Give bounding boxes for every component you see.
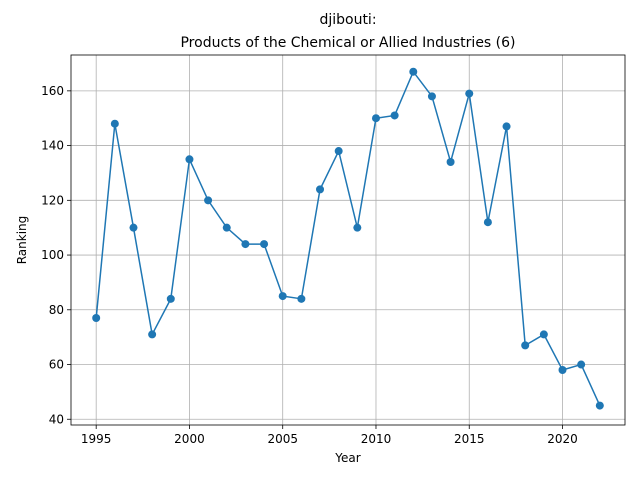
y-tick-label: 80: [49, 303, 64, 317]
data-point: [148, 330, 157, 339]
x-tick-label: 2005: [267, 432, 298, 446]
data-point: [185, 155, 194, 164]
y-tick-label: 40: [49, 412, 64, 426]
data-point: [502, 122, 511, 131]
data-point: [353, 223, 362, 232]
data-point: [539, 330, 548, 339]
data-point: [483, 218, 492, 227]
data-point: [92, 313, 101, 322]
plot-frame: [70, 54, 626, 426]
data-point: [204, 196, 213, 205]
y-tick-label: 120: [41, 193, 64, 207]
chart-title: djibouti:: [319, 12, 376, 28]
y-tick-label: 160: [41, 84, 64, 98]
data-point: [297, 294, 306, 303]
data-point: [316, 185, 325, 194]
data-point: [222, 223, 231, 232]
x-tick-label: 2020: [547, 432, 578, 446]
chart-subtitle: Products of the Chemical or Allied Indus…: [180, 35, 515, 51]
x-axis-label: Year: [334, 451, 360, 465]
y-axis-label: Ranking: [15, 216, 29, 265]
y-tick-label: 140: [41, 139, 64, 153]
data-point: [129, 223, 138, 232]
data-point: [446, 158, 455, 167]
data-point: [558, 365, 567, 374]
y-tick-label: 60: [49, 358, 64, 372]
data-point: [260, 240, 269, 249]
data-point: [521, 341, 530, 350]
y-tick-label: 100: [41, 248, 64, 262]
x-tick-label: 1995: [81, 432, 112, 446]
data-point: [465, 89, 474, 98]
data-point: [166, 294, 175, 303]
data-point: [278, 292, 287, 301]
data-point: [390, 111, 399, 120]
data-point: [577, 360, 586, 369]
data-point: [241, 240, 250, 249]
data-point: [334, 147, 343, 156]
series-line: [95, 70, 601, 406]
x-tick-label: 2015: [454, 432, 485, 446]
data-point: [371, 114, 380, 123]
data-point: [110, 119, 119, 128]
x-tick-label: 2000: [174, 432, 205, 446]
data-point: [409, 67, 418, 76]
data-point: [427, 92, 436, 101]
data-point: [595, 401, 604, 410]
x-tick-label: 2010: [361, 432, 392, 446]
